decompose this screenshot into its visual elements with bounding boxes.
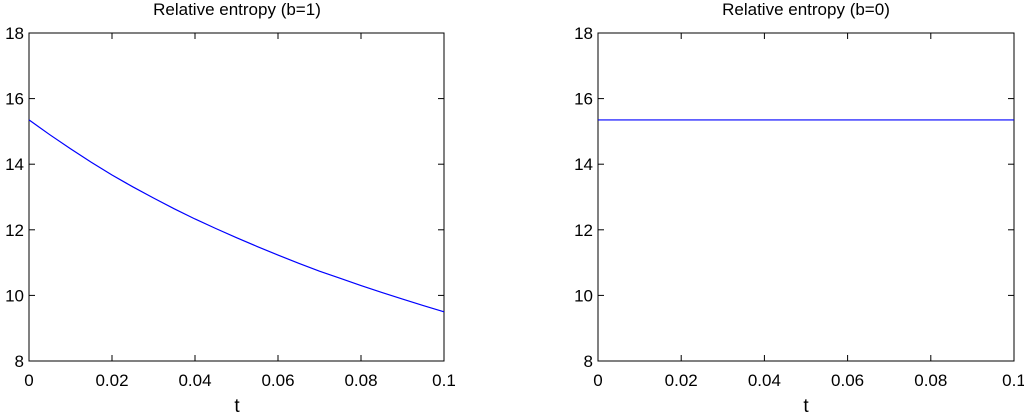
x-tick-label: 0.02 (665, 371, 698, 390)
y-tick-label: 12 (5, 221, 24, 240)
x-tick-label: 0.02 (95, 371, 128, 390)
x-tick-label: 0.04 (748, 371, 781, 390)
x-tick-label: 0.08 (344, 371, 377, 390)
y-tick-label: 16 (5, 90, 24, 109)
x-tick-label: 0.06 (261, 371, 294, 390)
chart-right: Relative entropy (b=0) 0 0.02 0.04 0.06 0.08… (574, 0, 1024, 414)
plot-area: 0 0.02 0.04 0.06 0.08 0.1 8 10 12 14 16 18 (574, 24, 1024, 390)
y-tick-label: 18 (574, 24, 593, 43)
chart-title: Relative entropy (b=0) (722, 0, 890, 19)
y-tick-label: 8 (15, 352, 24, 371)
y-tick-label: 18 (5, 24, 24, 43)
axes-frame (597, 32, 1015, 362)
y-tick-label: 14 (5, 155, 24, 174)
x-axis-label: t (234, 396, 240, 414)
x-tick-label: 0 (593, 371, 602, 390)
chart-title: Relative entropy (b=1) (153, 0, 321, 19)
y-tick-label: 10 (5, 286, 24, 305)
y-tick-label: 14 (574, 155, 593, 174)
axes-frame (28, 32, 445, 362)
x-tick-label: 0.04 (178, 371, 211, 390)
x-tick-label: 0.06 (831, 371, 864, 390)
x-tick-label: 0.08 (914, 371, 947, 390)
y-tick-label: 8 (584, 352, 593, 371)
y-tick-label: 10 (574, 286, 593, 305)
series-line (28, 119, 445, 313)
x-tick-label: 0 (24, 371, 33, 390)
x-tick-label: 0.1 (1002, 371, 1024, 390)
plot-area: 0 0.02 0.04 0.06 0.08 0.1 8 10 12 14 16 18 (5, 24, 456, 390)
x-axis-label: t (803, 396, 809, 414)
y-tick-label: 16 (574, 90, 593, 109)
chart-left: Relative entropy (b=1) 0 0.02 0.04 0.06 0.08… (5, 0, 456, 414)
y-tick-label: 12 (574, 221, 593, 240)
x-tick-label: 0.1 (432, 371, 456, 390)
